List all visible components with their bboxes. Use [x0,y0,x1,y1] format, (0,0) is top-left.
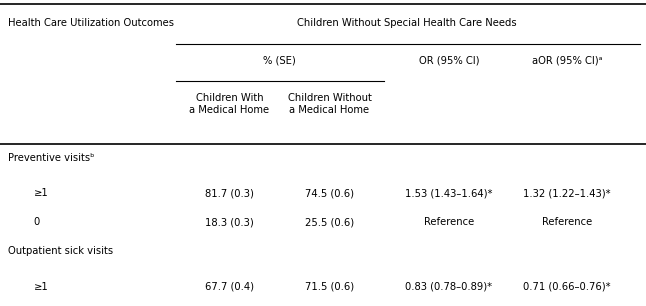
Text: 0.71 (0.66–0.76)*: 0.71 (0.66–0.76)* [523,282,611,292]
Text: Outpatient sick visits: Outpatient sick visits [8,246,113,256]
Text: % (SE): % (SE) [263,55,295,65]
Text: ≥1: ≥1 [34,188,48,198]
Text: Children With
a Medical Home: Children With a Medical Home [189,93,269,115]
Text: OR (95% CI): OR (95% CI) [419,55,479,65]
Text: 1.32 (1.22–1.43)*: 1.32 (1.22–1.43)* [523,188,611,198]
Text: 18.3 (0.3): 18.3 (0.3) [205,217,254,227]
Text: 67.7 (0.4): 67.7 (0.4) [205,282,254,292]
Text: 0.83 (0.78–0.89)*: 0.83 (0.78–0.89)* [406,282,492,292]
Text: aOR (95% CI)ᵃ: aOR (95% CI)ᵃ [532,55,603,65]
Text: 1.53 (1.43–1.64)*: 1.53 (1.43–1.64)* [405,188,493,198]
Text: 71.5 (0.6): 71.5 (0.6) [305,282,354,292]
Text: Reference: Reference [542,217,592,227]
Text: Children Without
a Medical Home: Children Without a Medical Home [287,93,371,115]
Text: Reference: Reference [424,217,474,227]
Text: Preventive visitsᵇ: Preventive visitsᵇ [8,153,94,163]
Text: Children Without Special Health Care Needs: Children Without Special Health Care Nee… [297,18,517,28]
Text: 25.5 (0.6): 25.5 (0.6) [305,217,354,227]
Text: 0: 0 [34,217,40,227]
Text: Health Care Utilization Outcomes: Health Care Utilization Outcomes [8,18,174,28]
Text: 81.7 (0.3): 81.7 (0.3) [205,188,254,198]
Text: 74.5 (0.6): 74.5 (0.6) [305,188,354,198]
Text: ≥1: ≥1 [34,282,48,292]
